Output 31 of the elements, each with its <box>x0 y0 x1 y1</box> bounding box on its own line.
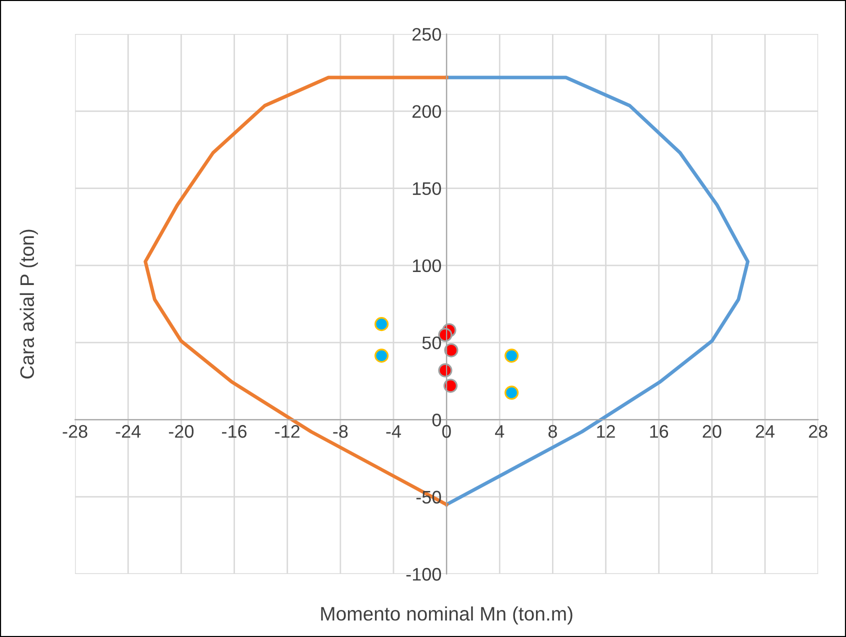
x-tick-label: 0 <box>442 425 451 438</box>
point <box>443 378 458 393</box>
x-tick-label: -8 <box>333 425 348 438</box>
y-tick-label: 100 <box>412 259 441 272</box>
x-tick-label: 28 <box>808 425 828 438</box>
point <box>374 348 389 363</box>
x-tick-label: -16 <box>222 425 247 438</box>
point <box>504 348 519 363</box>
x-tick-label: 20 <box>702 425 722 438</box>
point <box>374 317 389 332</box>
point <box>444 343 458 358</box>
x-tick-label: 8 <box>548 425 557 438</box>
y-tick-label: 0 <box>432 414 441 426</box>
point <box>438 363 452 378</box>
x-tick-label: 16 <box>650 425 668 438</box>
x-tick-label: -24 <box>116 425 141 438</box>
y-axis-title: Cara axial P (ton) <box>20 230 38 378</box>
x-tick-label: 24 <box>756 425 775 438</box>
x-axis-title: Momento nominal Mn (ton.m) <box>321 606 572 625</box>
x-tick-label: -28 <box>62 425 88 438</box>
x-tick-label: 4 <box>495 425 504 438</box>
x-tick-label: 12 <box>597 425 615 438</box>
y-tick-label: 150 <box>412 182 441 196</box>
y-tick-label: -100 <box>406 568 441 581</box>
y-tick-label: 50 <box>422 336 441 350</box>
y-tick-label: 200 <box>412 105 441 118</box>
point <box>504 386 519 400</box>
y-tick-label: 250 <box>412 28 441 41</box>
x-tick-label: -4 <box>386 425 401 438</box>
x-tick-label: -20 <box>168 425 194 438</box>
x-tick-label: -12 <box>275 425 300 438</box>
